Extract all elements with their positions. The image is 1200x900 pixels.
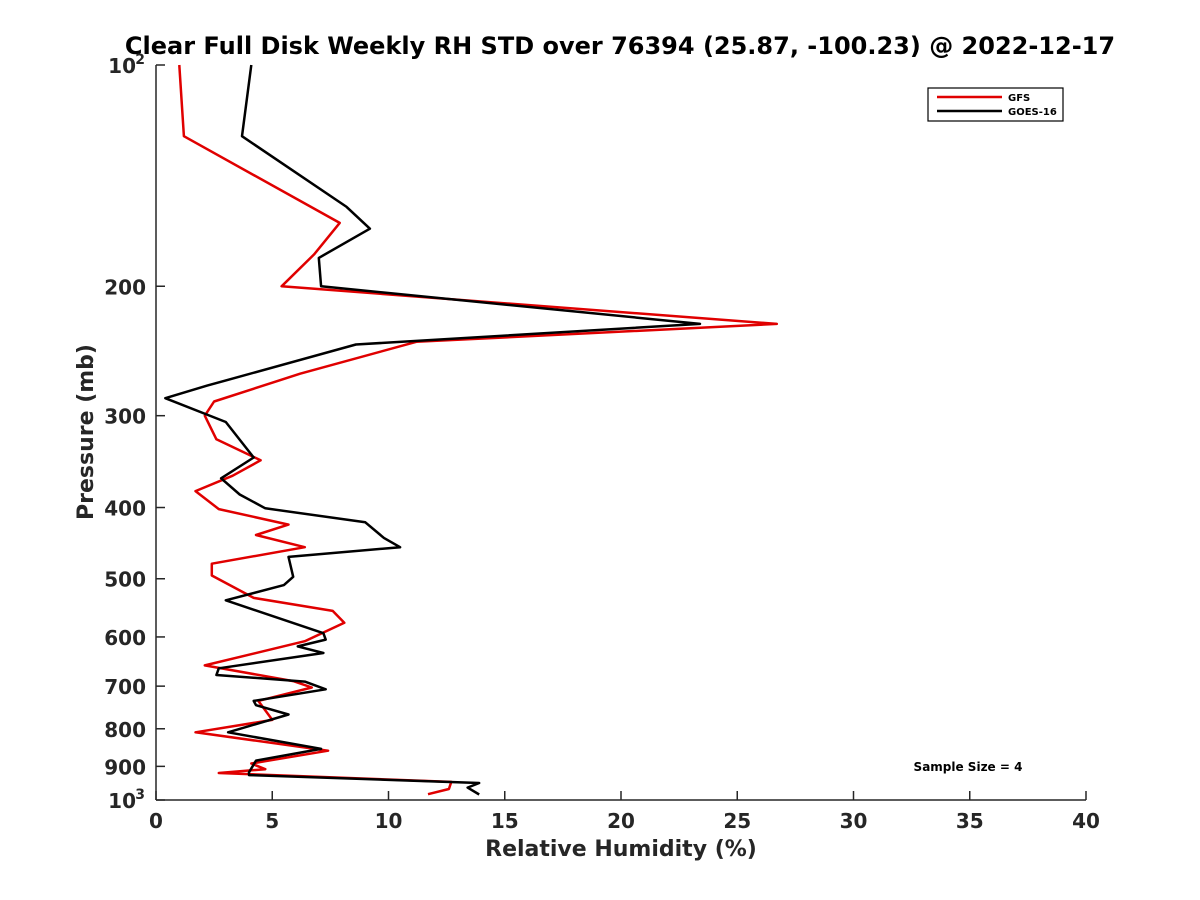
y-tick-label: 600 [104,626,146,650]
x-axis-label: Relative Humidity (%) [485,837,757,862]
x-tick-label: 30 [840,809,868,833]
series-line-goes16 [164,64,702,796]
x-tick-label: 20 [607,809,635,833]
x-ticks: 0 5 10 15 20 25 30 35 40 [149,791,1100,833]
chart-title: Clear Full Disk Weekly RH STD over 76394… [125,32,1115,60]
x-tick-label: 5 [265,809,279,833]
x-tick-label: 0 [149,809,163,833]
y-tick-label: 10 [108,54,136,78]
x-tick-label: 15 [491,809,519,833]
y-tick-label: 300 [104,405,146,429]
x-tick-label: 40 [1072,809,1100,833]
y-tick-exponent: 3 [135,787,145,803]
y-axis-label: Pressure (mb) [74,344,99,520]
series-line-gfs [178,64,779,796]
legend-box [927,87,1064,122]
y-tick-label: 200 [104,275,146,299]
legend-label-gfs: GFS [1008,93,1030,104]
y-tick-label: 800 [104,718,146,742]
y-tick-label: 10 [108,789,136,813]
y-tick-exponent: 2 [135,52,145,68]
sample-size-annotation: Sample Size = 4 [914,760,1023,774]
x-tick-label: 25 [723,809,751,833]
y-tick-label: 500 [104,568,146,592]
y-tick-label: 900 [104,755,146,779]
x-tick-label: 10 [375,809,403,833]
y-tick-label: 400 [104,497,146,521]
legend-label-goes16: GOES-16 [1008,107,1057,118]
plot-series [164,64,779,796]
y-tick-label: 700 [104,675,146,699]
legend: GFS GOES-16 [927,87,1064,122]
x-tick-label: 35 [956,809,984,833]
